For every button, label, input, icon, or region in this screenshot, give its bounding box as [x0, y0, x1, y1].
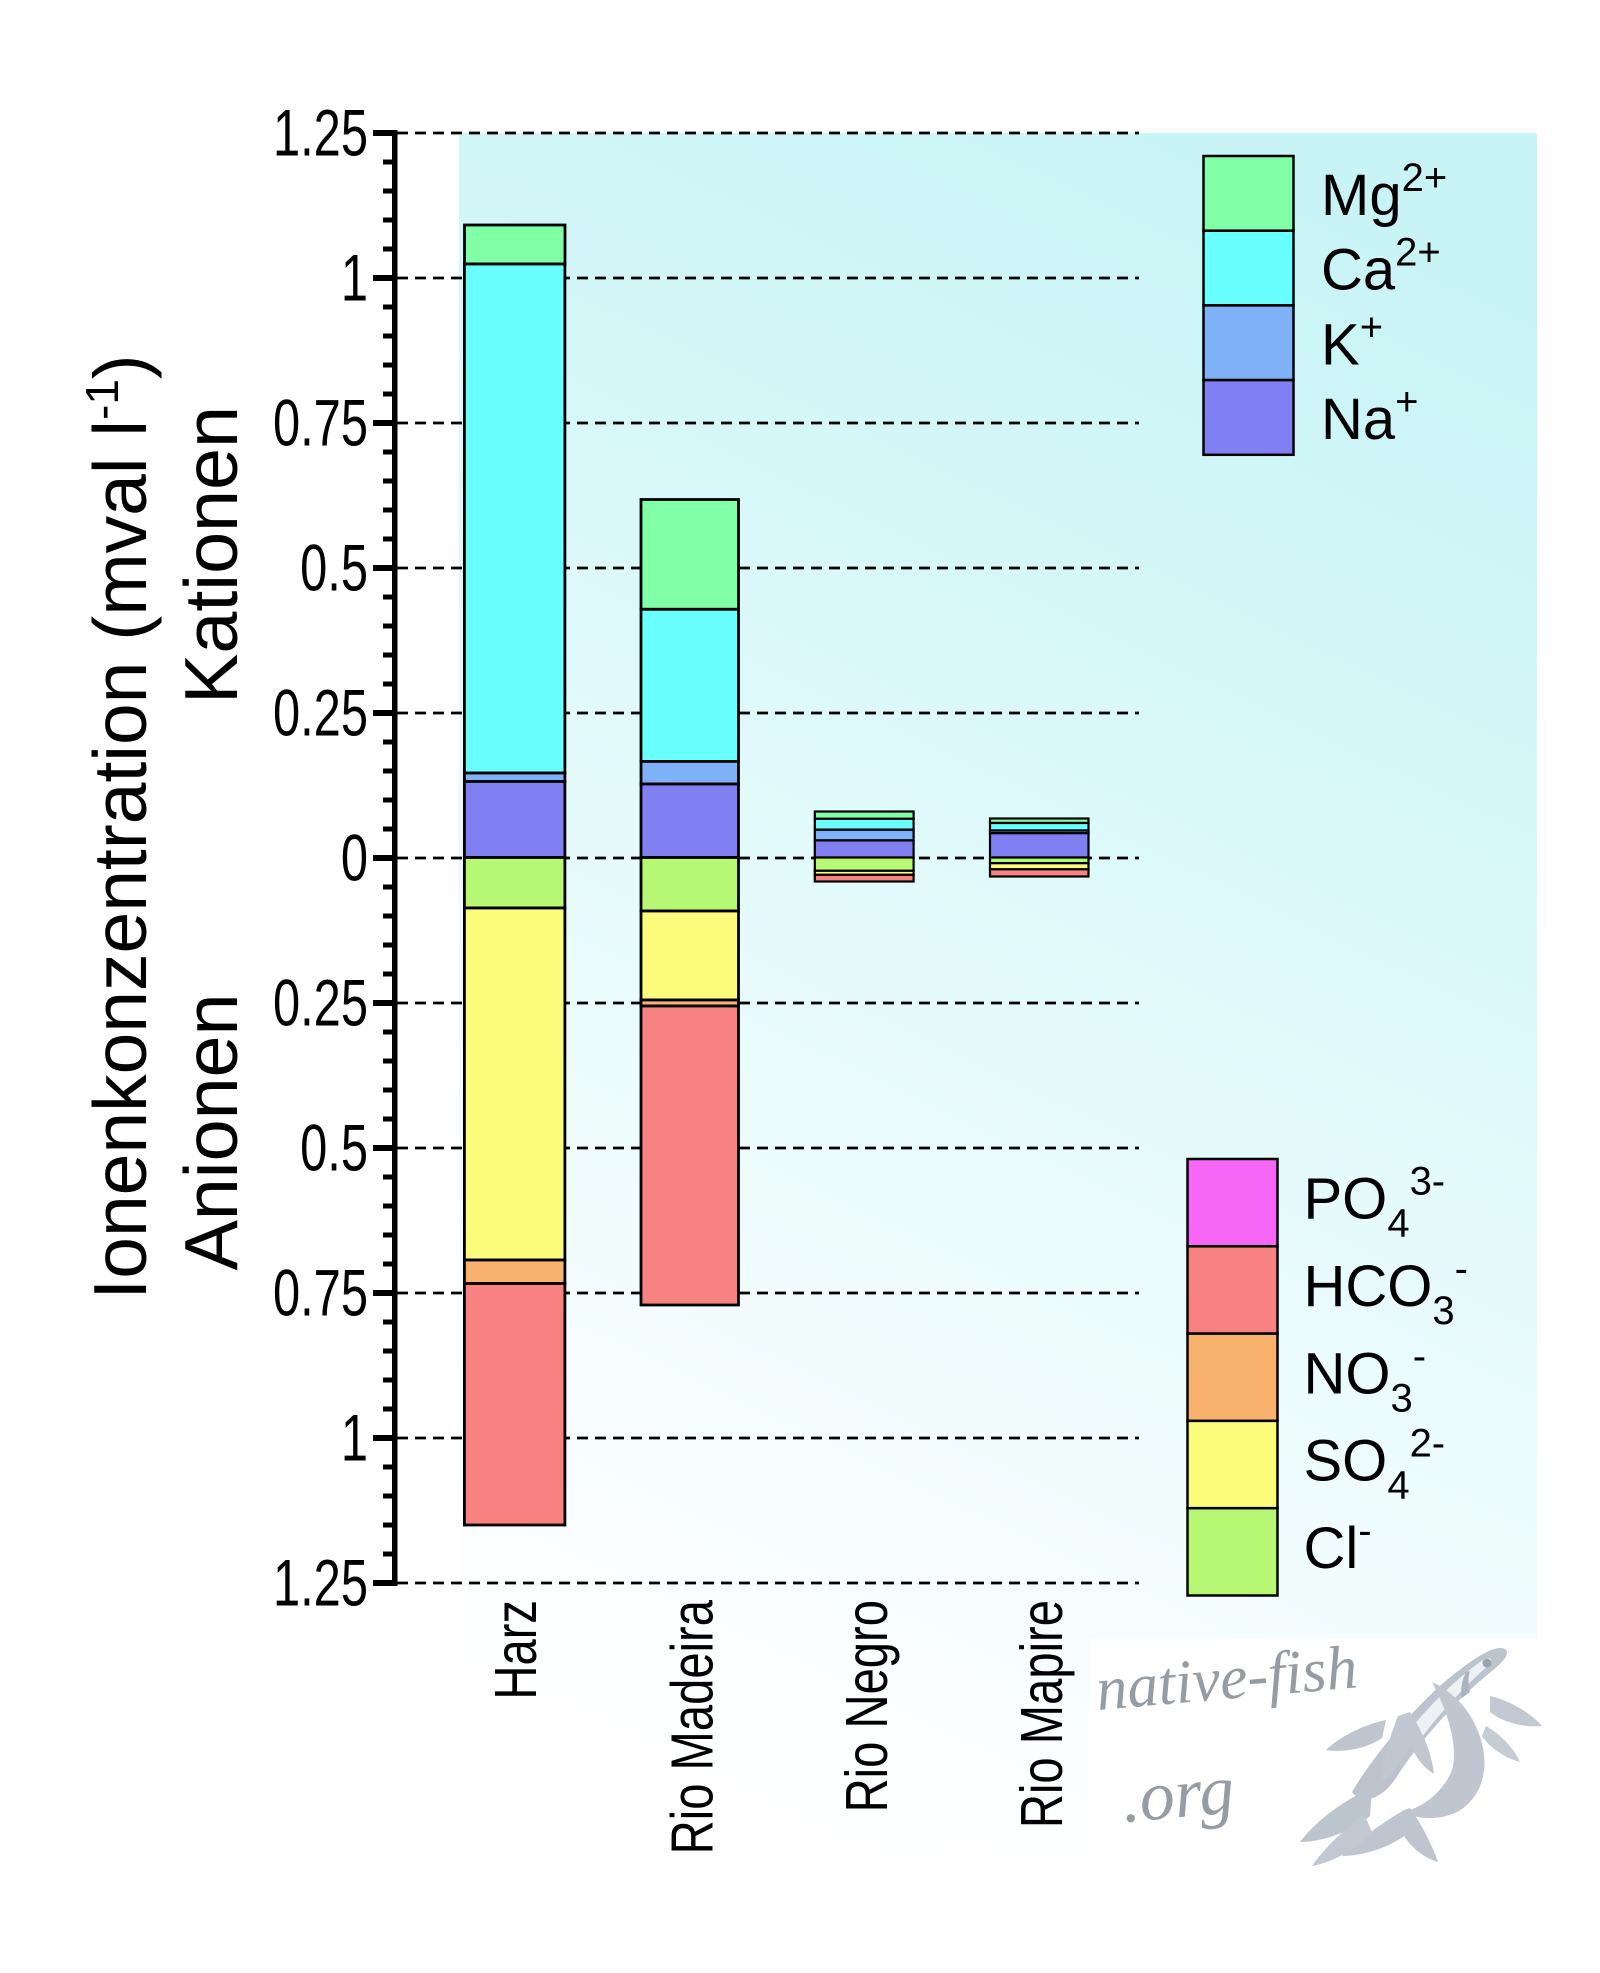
- svg-text:Kationen: Kationen: [169, 406, 253, 704]
- svg-text:1.25: 1.25: [273, 96, 368, 170]
- svg-text:Rio Negro: Rio Negro: [835, 1600, 900, 1812]
- svg-text:1.25: 1.25: [273, 1546, 368, 1620]
- svg-text:Anionen: Anionen: [169, 993, 253, 1270]
- svg-text:0.75: 0.75: [273, 1256, 368, 1330]
- svg-text:Ca2+: Ca2+: [1321, 231, 1441, 303]
- svg-text:0.75: 0.75: [273, 386, 368, 460]
- svg-text:0.25: 0.25: [273, 676, 368, 750]
- svg-text:.org: .org: [1119, 1751, 1237, 1837]
- svg-text:Ionenkonzentration (mval l-1): Ionenkonzentration (mval l-1): [76, 354, 162, 1299]
- svg-text:1: 1: [341, 1401, 368, 1475]
- svg-text:0: 0: [341, 821, 368, 895]
- svg-text:SO42-: SO42-: [1304, 1422, 1446, 1508]
- svg-text:Harz: Harz: [484, 1600, 549, 1700]
- svg-text:0.25: 0.25: [273, 966, 368, 1040]
- svg-text:Rio Madeira: Rio Madeira: [661, 1600, 726, 1855]
- svg-text:Rio Mapire: Rio Mapire: [1010, 1600, 1075, 1828]
- svg-text:0.5: 0.5: [300, 531, 368, 605]
- svg-text:0.5: 0.5: [300, 1111, 368, 1185]
- svg-text:1: 1: [341, 241, 368, 315]
